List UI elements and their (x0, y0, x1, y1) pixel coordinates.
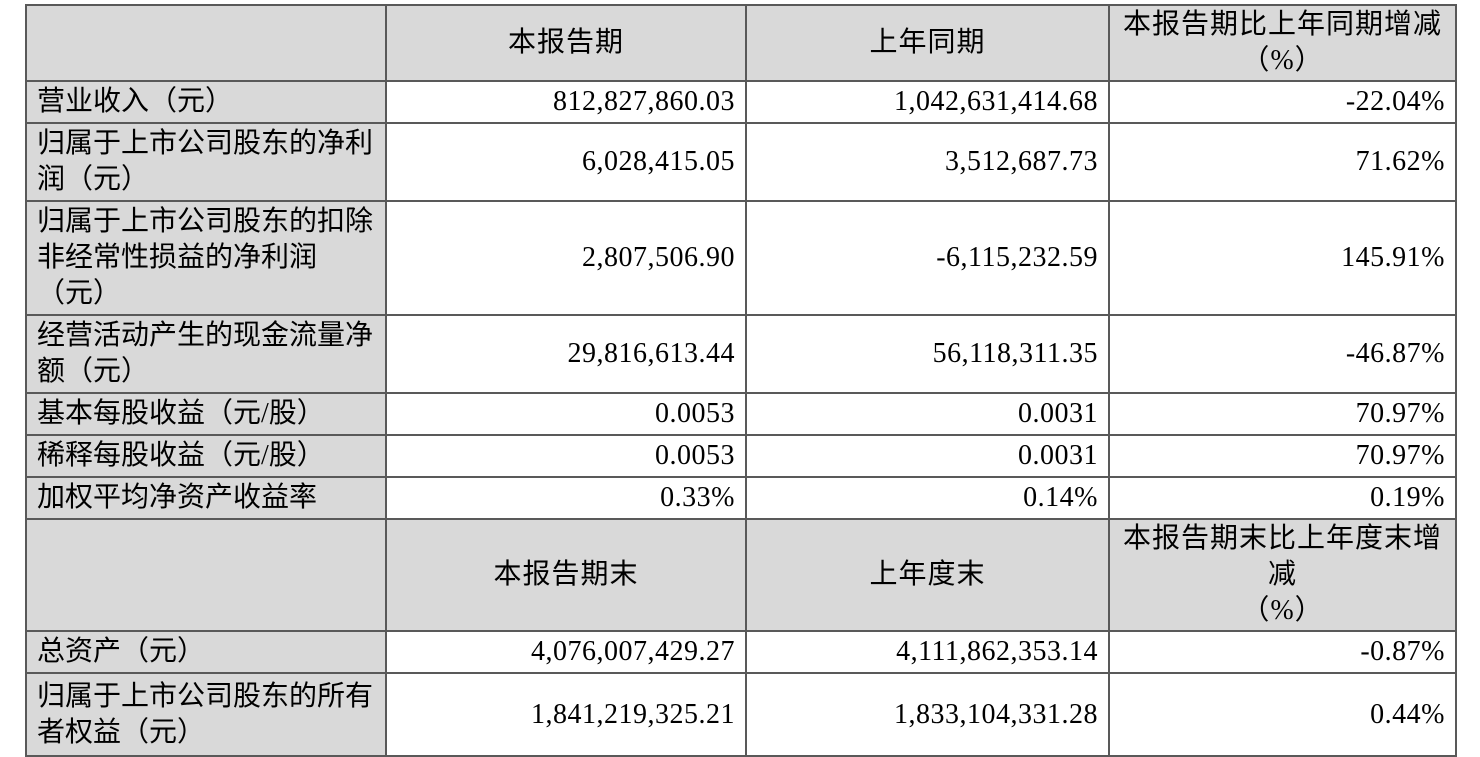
table-row-shareholders-equity: 归属于上市公司股东的所有 者权益（元） 1,841,219,325.21 1,8… (25, 672, 1457, 757)
operating-cash-flow-prior-value: 56,118,311.35 (745, 314, 1110, 394)
table-row-revenue: 营业收入（元） 812,827,860.03 1,042,631,414.68 … (25, 80, 1457, 124)
period-end-header-empty-cell (25, 518, 387, 632)
basic-eps-change-value: 70.97% (1108, 392, 1457, 436)
diluted-eps-change-value: 70.97% (1108, 434, 1457, 478)
col-header-prior-period: 上年同期 (745, 4, 1110, 82)
shareholders-equity-change-value: 0.44% (1108, 672, 1457, 757)
col-header-period-change: 本报告期比上年同期增减 （%） (1108, 4, 1457, 82)
period-header-row: 本报告期 上年同期 本报告期比上年同期增减 （%） (25, 4, 1457, 82)
total-assets-label: 总资产（元） (25, 630, 387, 674)
operating-cash-flow-current-value: 29,816,613.44 (385, 314, 747, 394)
total-assets-current-value: 4,076,007,429.27 (385, 630, 747, 674)
non-recurring-net-profit-label: 归属于上市公司股东的扣除 非经常性损益的净利润 （元） (25, 200, 387, 316)
col-header-current-period-end: 本报告期末 (385, 518, 747, 632)
table-row-basic-eps: 基本每股收益（元/股） 0.0053 0.0031 70.97% (25, 392, 1457, 436)
diluted-eps-prior-value: 0.0031 (745, 434, 1110, 478)
table-row-diluted-eps: 稀释每股收益（元/股） 0.0053 0.0031 70.97% (25, 434, 1457, 478)
weighted-avg-roe-current-value: 0.33% (385, 476, 747, 520)
diluted-eps-current-value: 0.0053 (385, 434, 747, 478)
non-recurring-net-profit-current-value: 2,807,506.90 (385, 200, 747, 316)
financial-summary-table: 本报告期 上年同期 本报告期比上年同期增减 （%） 营业收入（元） 812,82… (25, 4, 1457, 757)
net-profit-change-value: 71.62% (1108, 122, 1457, 202)
table-row-weighted-avg-roe: 加权平均净资产收益率 0.33% 0.14% 0.19% (25, 476, 1457, 520)
shareholders-equity-prior-value: 1,833,104,331.28 (745, 672, 1110, 757)
table-row-total-assets: 总资产（元） 4,076,007,429.27 4,111,862,353.14… (25, 630, 1457, 674)
net-profit-prior-value: 3,512,687.73 (745, 122, 1110, 202)
table-row-operating-cash-flow: 经营活动产生的现金流量净 额（元） 29,816,613.44 56,118,3… (25, 314, 1457, 394)
operating-cash-flow-label: 经营活动产生的现金流量净 额（元） (25, 314, 387, 394)
shareholders-equity-current-value: 1,841,219,325.21 (385, 672, 747, 757)
shareholders-equity-label: 归属于上市公司股东的所有 者权益（元） (25, 672, 387, 757)
weighted-avg-roe-label: 加权平均净资产收益率 (25, 476, 387, 520)
table-row-non-recurring-net-profit: 归属于上市公司股东的扣除 非经常性损益的净利润 （元） 2,807,506.90… (25, 200, 1457, 316)
revenue-label: 营业收入（元） (25, 80, 387, 124)
non-recurring-net-profit-change-value: 145.91% (1108, 200, 1457, 316)
weighted-avg-roe-prior-value: 0.14% (745, 476, 1110, 520)
weighted-avg-roe-change-value: 0.19% (1108, 476, 1457, 520)
total-assets-prior-value: 4,111,862,353.14 (745, 630, 1110, 674)
col-header-prior-year-end: 上年度末 (745, 518, 1110, 632)
operating-cash-flow-change-value: -46.87% (1108, 314, 1457, 394)
net-profit-label: 归属于上市公司股东的净利 润（元） (25, 122, 387, 202)
table-row-net-profit: 归属于上市公司股东的净利 润（元） 6,028,415.05 3,512,687… (25, 122, 1457, 202)
total-assets-change-value: -0.87% (1108, 630, 1457, 674)
col-header-period-end-change: 本报告期末比上年度末增减 （%） (1108, 518, 1457, 632)
revenue-change-value: -22.04% (1108, 80, 1457, 124)
diluted-eps-label: 稀释每股收益（元/股） (25, 434, 387, 478)
period-end-header-row: 本报告期末 上年度末 本报告期末比上年度末增减 （%） (25, 518, 1457, 632)
basic-eps-label: 基本每股收益（元/股） (25, 392, 387, 436)
revenue-prior-value: 1,042,631,414.68 (745, 80, 1110, 124)
period-header-empty-cell (25, 4, 387, 82)
non-recurring-net-profit-prior-value: -6,115,232.59 (745, 200, 1110, 316)
col-header-current-period: 本报告期 (385, 4, 747, 82)
basic-eps-current-value: 0.0053 (385, 392, 747, 436)
basic-eps-prior-value: 0.0031 (745, 392, 1110, 436)
net-profit-current-value: 6,028,415.05 (385, 122, 747, 202)
revenue-current-value: 812,827,860.03 (385, 80, 747, 124)
